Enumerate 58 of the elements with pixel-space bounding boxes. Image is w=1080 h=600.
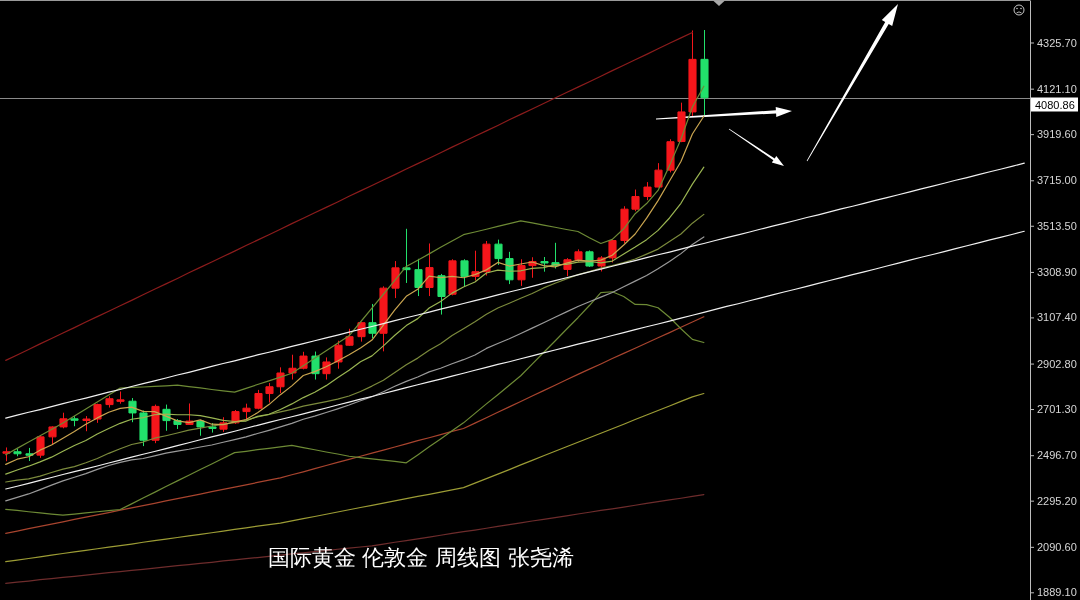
y-tick-label: 4121.10: [1037, 82, 1077, 95]
candlestick: [608, 238, 617, 263]
line-series: [5, 494, 705, 584]
y-tick-label: 2902.80: [1037, 357, 1077, 370]
line-series: [5, 291, 705, 516]
y-tick-label: 2496.70: [1037, 449, 1077, 462]
candlestick: [70, 415, 79, 427]
candlestick: [414, 258, 423, 297]
candlestick: [116, 391, 125, 405]
line-series: [5, 162, 1025, 419]
candlestick: [196, 419, 205, 437]
candlestick: [460, 258, 469, 287]
candlestick: [128, 397, 137, 423]
candlestick: [265, 382, 274, 404]
candlestick: [345, 328, 354, 347]
candlestick: [242, 403, 251, 420]
y-tick-label: 4325.70: [1037, 36, 1077, 49]
candlestick: [105, 395, 114, 409]
candlestick: [93, 403, 102, 424]
candlestick: [36, 434, 45, 459]
annotation: 国际黄金 伦敦金 周线图 张尧浠: [267, 545, 575, 570]
candlestick: [643, 181, 652, 201]
candlestick: [139, 409, 148, 447]
candlestick: [254, 389, 263, 410]
candlestick: [82, 415, 91, 432]
y-tick-label: 3513.50: [1037, 219, 1077, 232]
y-tick-label: 2295.20: [1037, 494, 1077, 507]
candlestick: [13, 448, 22, 457]
candlestick: [677, 102, 686, 143]
candlestick: [208, 422, 217, 434]
candlestick: [276, 366, 285, 394]
candlestick: [334, 340, 343, 370]
candlestick: [700, 29, 709, 116]
y-tick-label: 1889.10: [1037, 586, 1077, 599]
candlestick: [437, 273, 446, 316]
y-tick-label: 2090.60: [1037, 540, 1077, 553]
candlestick: [631, 189, 640, 212]
y-tick-label: 3107.40: [1037, 311, 1077, 324]
line-series: [5, 31, 693, 361]
candlestick: [482, 240, 491, 277]
y-tick-label: 3715.00: [1037, 174, 1077, 187]
y-tick-label: 2701.30: [1037, 403, 1077, 416]
candlestick: [540, 256, 549, 273]
line-series: [5, 166, 705, 475]
candlestick: [620, 205, 629, 244]
y-tick-label: 3308.90: [1037, 265, 1077, 278]
y-tick-label: 3919.60: [1037, 128, 1077, 141]
line-series: [5, 316, 705, 535]
candlestick: [448, 258, 457, 296]
ref-line-label: 4080.86: [1035, 98, 1075, 111]
candlestick: [654, 162, 663, 188]
candlestick: [688, 29, 697, 117]
candlestick: [425, 242, 434, 297]
candlestick: [517, 258, 526, 287]
candlestick: [402, 228, 411, 284]
line-series: [5, 230, 1025, 490]
candlestick: [574, 248, 583, 263]
candlestick: [494, 239, 503, 266]
